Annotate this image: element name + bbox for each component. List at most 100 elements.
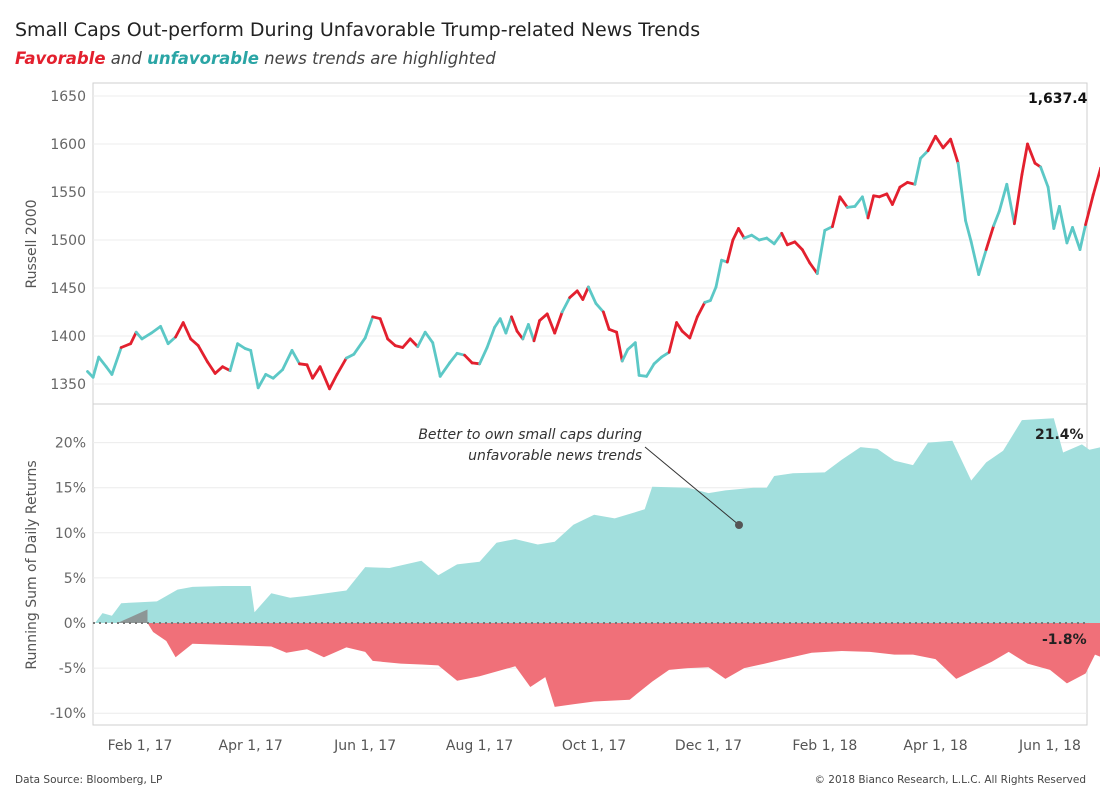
russell-line-segment: [780, 231, 789, 247]
russell-line-segment: [737, 227, 746, 240]
x-tick-label: Feb 1, 18: [792, 738, 857, 754]
russell-line-segment: [984, 224, 996, 252]
russell-line-segment: [318, 365, 331, 391]
russell-line-segment: [401, 337, 412, 349]
bottom-y-tick-label: -5%: [59, 661, 86, 677]
russell-line-segment: [866, 194, 875, 220]
russell-line-segment: [134, 330, 144, 341]
top-y-tick-label: 1500: [50, 233, 86, 249]
russell-line-segment: [765, 236, 776, 246]
russell-line-segment: [1052, 204, 1061, 230]
russell-line-segment: [709, 285, 718, 302]
russell-line-segment: [808, 261, 819, 276]
russell-line-segment: [633, 341, 641, 377]
subtitle-and: and: [110, 49, 142, 68]
russell-line-segment: [264, 372, 275, 380]
russell-line-segment: [969, 240, 981, 277]
x-tick-label: Apr 1, 17: [219, 738, 283, 754]
russell-line-segment: [891, 185, 902, 206]
russell-line-segment: [602, 310, 611, 331]
chart-subtitle: Favorable and unfavorable news trends ar…: [15, 49, 496, 68]
top-y-tick-label: 1400: [50, 329, 86, 345]
russell-line-segment: [344, 352, 356, 360]
bottom-y-tick-label: 0%: [64, 616, 86, 632]
russell-line-segment: [328, 372, 339, 391]
area-unfavorable: [81, 418, 1100, 623]
russell-line-segment: [714, 258, 723, 289]
russell-line-segment: [823, 225, 834, 232]
russell-line-segment: [885, 192, 894, 206]
russell-line-segment: [129, 330, 138, 346]
russell-line-segment: [1013, 173, 1024, 226]
russell-line-segment: [615, 330, 624, 363]
russell-line-segment: [189, 337, 200, 348]
russell-line-segment: [213, 365, 225, 375]
russell-line-segment: [695, 300, 707, 319]
russell-line-segment: [926, 134, 937, 153]
russell-line-segment: [408, 337, 420, 349]
russell-line-segment: [378, 317, 390, 341]
russell-line-segment: [568, 289, 579, 300]
top-y-tick-label: 1650: [50, 89, 86, 105]
russell-line-segment: [977, 248, 988, 277]
russell-line-segment: [997, 182, 1009, 213]
russell-line-segment: [545, 312, 557, 335]
russell-line-segment: [228, 342, 240, 373]
russell-line-segment: [504, 315, 513, 335]
russell-line-segment: [575, 289, 585, 301]
russell-line-segment: [1039, 165, 1050, 189]
x-tick-label: Aug 1, 17: [446, 738, 513, 754]
chart-title: Small Caps Out-perform During Unfavorabl…: [15, 19, 701, 41]
russell-line-segment: [206, 360, 217, 375]
russell-line-segment: [941, 137, 952, 150]
russell-line-segment: [581, 285, 590, 301]
russell-line-segment: [1058, 204, 1069, 245]
copyright-note: © 2018 Bianco Research, L.L.C. All Right…: [814, 774, 1086, 786]
russell-line-segment: [964, 219, 973, 244]
bottom-y-axis-title: Running Sum of Daily Returns: [24, 460, 40, 669]
russell-line-segment: [800, 248, 812, 265]
russell-line-segment: [1046, 185, 1056, 230]
x-tick-label: Oct 1, 17: [562, 738, 626, 754]
russell-line-segment: [553, 310, 564, 335]
russell-line-segment: [485, 325, 497, 349]
russell-line-segment: [498, 317, 508, 335]
russell-line-segment: [620, 347, 630, 363]
x-tick-label: Jun 1, 17: [333, 738, 396, 754]
russell-line-segment: [934, 134, 945, 150]
russell-line-segment: [271, 368, 285, 380]
russell-line-segment: [750, 233, 761, 242]
russell-line-segment: [815, 228, 827, 276]
russell-line-segment: [305, 363, 315, 380]
russell-line-segment: [956, 161, 967, 223]
russell-line-segment: [652, 355, 663, 366]
russell-line-segment: [898, 180, 909, 189]
russell-line-segment: [1071, 226, 1082, 252]
top-y-tick-label: 1600: [50, 137, 86, 153]
russell-line-segment: [110, 346, 123, 376]
russell-line-segment: [560, 296, 572, 314]
bottom-y-tick-label: -10%: [50, 706, 86, 722]
russell-line-segment: [352, 336, 367, 356]
russell-line-segment: [645, 362, 656, 378]
russell-line-segment: [236, 342, 247, 350]
russell-line-segment: [861, 195, 870, 220]
russell-line-segment: [140, 331, 153, 341]
annotation-line-1: Better to own small caps during: [418, 427, 642, 443]
area-favorable: [117, 623, 1100, 707]
russell-line-segment: [386, 337, 397, 348]
russell-line-segment: [423, 330, 435, 345]
russell-line-segment: [675, 321, 684, 333]
russell-line-segment: [493, 317, 502, 329]
russell-line-segment: [538, 312, 549, 323]
russell-line-segment: [688, 315, 699, 340]
russell-line-segment: [1078, 223, 1087, 252]
russell-line-segment: [91, 355, 101, 379]
bottom-y-tick-label: 10%: [55, 526, 86, 542]
subtitle-rest: news trends are highlighted: [264, 49, 496, 68]
russell-line-segment: [174, 321, 185, 339]
russell-line-segment: [527, 323, 536, 343]
last-value-label: 1,637.4: [1028, 91, 1088, 107]
russell-line-segment: [438, 361, 452, 378]
